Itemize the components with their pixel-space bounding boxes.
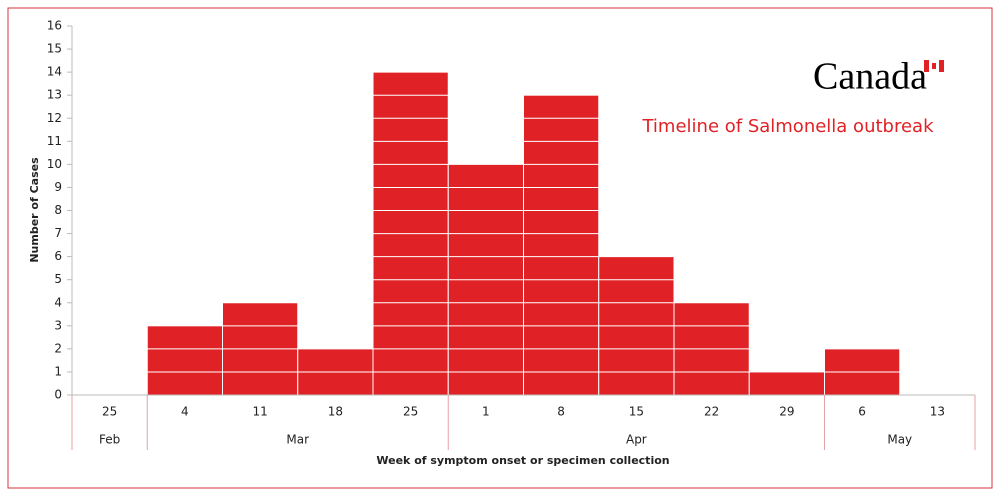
bar [146, 325, 223, 396]
x-tick-label: 8 [557, 405, 565, 419]
y-tick-label: 5 [54, 272, 62, 286]
bar [748, 371, 825, 396]
y-tick-label: 10 [47, 157, 62, 171]
y-tick-label: 15 [47, 42, 62, 56]
y-tick-label: 13 [47, 88, 62, 102]
x-axis-title: Week of symptom onset or specimen collec… [376, 454, 669, 467]
y-tick-label: 0 [54, 388, 62, 402]
month-label: May [887, 433, 912, 447]
y-tick-label: 12 [47, 111, 62, 125]
x-tick-label: 11 [252, 405, 267, 419]
x-tick-label: 29 [779, 405, 794, 419]
x-tick-label: 1 [482, 405, 490, 419]
y-tick-label: 14 [47, 65, 62, 79]
x-tick-label: 4 [181, 405, 189, 419]
month-label: Feb [99, 433, 120, 447]
y-tick-label: 9 [54, 180, 62, 194]
x-tick-label: 15 [629, 405, 644, 419]
brand: Canada [813, 56, 927, 98]
y-tick-label: 8 [54, 203, 62, 217]
y-tick-label: 1 [54, 364, 62, 378]
y-tick-label: 7 [54, 226, 62, 240]
bar [523, 94, 600, 396]
chart-title: Timeline of Salmonella outbreak [641, 116, 934, 137]
flag [924, 60, 944, 72]
y-tick-label: 4 [54, 295, 62, 309]
x-tick-label: 13 [930, 405, 945, 419]
y-axis-title: Number of Cases [28, 157, 41, 263]
x-tick-label: 6 [858, 405, 866, 419]
y-tick-label: 6 [54, 249, 62, 263]
x-tick-label: 25 [403, 405, 418, 419]
y-tick-label: 11 [47, 134, 62, 148]
x-tick-label: 22 [704, 405, 719, 419]
y-tick-label: 16 [47, 19, 62, 33]
month-label: Mar [286, 433, 309, 447]
y-tick-label: 3 [54, 318, 62, 332]
y-tick-label: 2 [54, 341, 62, 355]
x-tick-label: 25 [102, 405, 117, 419]
x-tick-label: 18 [328, 405, 343, 419]
month-label: Apr [626, 433, 647, 447]
